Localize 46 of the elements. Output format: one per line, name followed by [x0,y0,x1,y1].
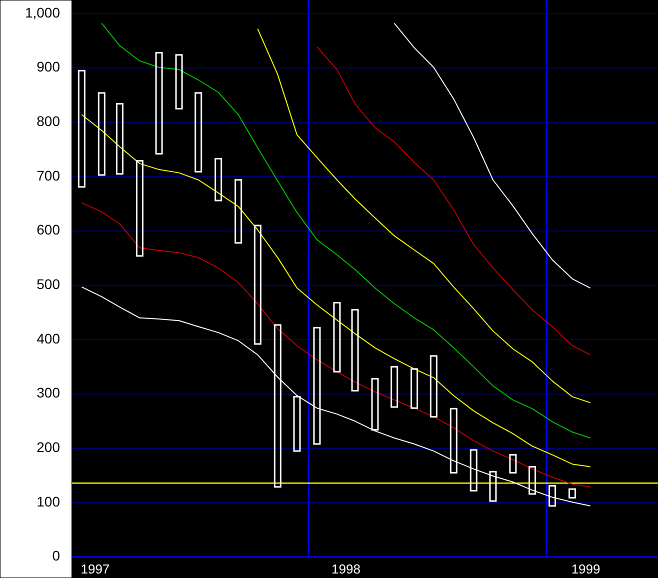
bar [98,92,106,176]
bar [274,324,282,488]
x-tick-label: 1998 [332,561,360,576]
bar [293,396,301,452]
x-tick-label: 1999 [571,561,600,576]
bar [351,308,359,392]
y-tick-label: 200 [36,439,60,456]
y-tick-label: 400 [36,330,60,346]
bar [509,454,517,474]
line-series [81,202,591,488]
bar [214,158,222,202]
bar [155,52,163,155]
y-tick-label: 0 [52,548,60,564]
bar [194,92,202,172]
bar [470,449,478,492]
bar [136,160,144,257]
y-tick-label: 100 [36,493,60,510]
y-tick-label: 1,000 [24,4,60,20]
y-tick-label: 800 [36,112,60,129]
bar [333,302,341,372]
bar [313,326,321,445]
bar [528,466,536,495]
bar [371,378,379,431]
bar [489,470,497,502]
bar [254,224,262,345]
y-tick-label: 600 [36,222,60,238]
y-tick-label: 900 [36,58,60,75]
line-series [257,28,591,404]
bar [568,488,576,499]
bar [390,366,398,408]
line-series [81,286,591,506]
y-tick-label: 700 [36,167,60,184]
bar [175,54,183,110]
bar [450,408,458,474]
line-series [101,22,591,438]
bar [116,103,124,175]
bar [430,355,438,418]
y-tick-label: 300 [36,384,60,401]
x-tick-label: 1997 [80,561,110,576]
y-tick-label: 500 [36,276,60,292]
line-series [316,46,591,356]
line-series [394,22,591,289]
bar [410,368,418,409]
line-series [81,114,591,468]
bar [78,70,86,188]
bar [234,179,242,244]
